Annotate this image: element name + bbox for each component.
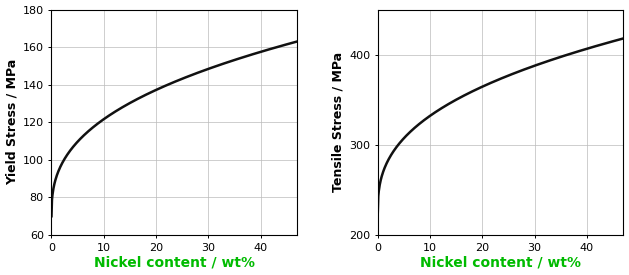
- X-axis label: Nickel content / wt%: Nickel content / wt%: [420, 255, 581, 270]
- X-axis label: Nickel content / wt%: Nickel content / wt%: [94, 255, 255, 270]
- Y-axis label: Yield Stress / MPa: Yield Stress / MPa: [6, 59, 19, 185]
- Y-axis label: Tensile Stress / MPa: Tensile Stress / MPa: [332, 52, 345, 192]
